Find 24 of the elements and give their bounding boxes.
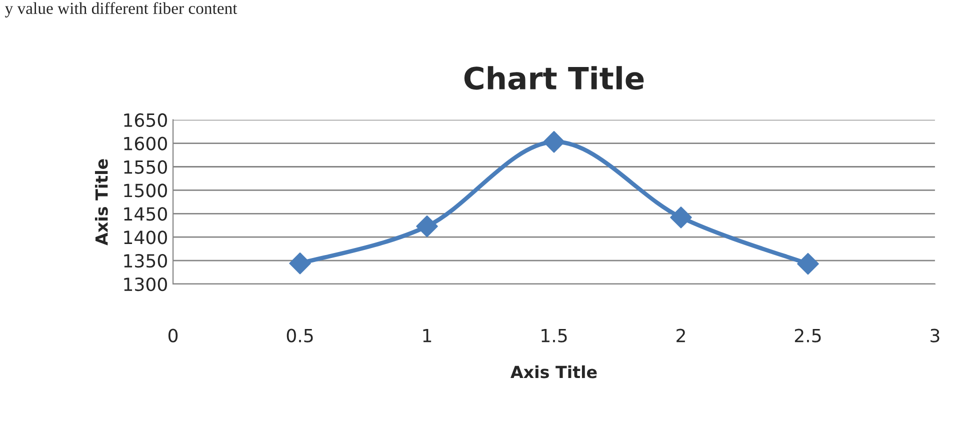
y-tick-label: 1400 [124, 230, 167, 244]
x-tick-label: 2 [676, 328, 685, 342]
point [797, 252, 819, 275]
y-tick-label: 1350 [124, 254, 167, 268]
x-tick-label: 2.5 [794, 328, 821, 342]
y-tick-label: 1500 [124, 184, 167, 198]
x-axis-title: Axis Title [510, 365, 597, 378]
x-tick-label: 1.5 [542, 329, 567, 342]
x-tick-label: 0.5 [286, 328, 313, 342]
y-tick-label: 1600 [124, 136, 167, 150]
x-tick-label: 1 [423, 329, 432, 342]
y-tick-label: 1550 [124, 160, 167, 174]
chart-title: Chart Title [464, 66, 644, 90]
point [416, 215, 438, 238]
y-tick-label: 1650 [124, 113, 167, 127]
y-axis-title: Axis Title [94, 159, 108, 246]
x-tick-label: 3 [930, 328, 940, 342]
point [670, 206, 692, 228]
point [289, 252, 311, 274]
y-tick-label: 1300 [124, 277, 167, 292]
x-tick-label: 0 [168, 328, 178, 342]
point [543, 131, 565, 153]
y-tick-label: 1450 [124, 207, 167, 221]
text: y value with different fiber content [4, 2, 238, 18]
